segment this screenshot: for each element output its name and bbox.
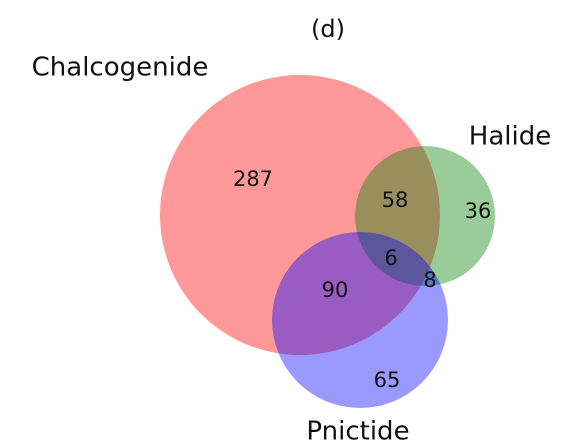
set-circle	[355, 146, 495, 286]
chart-title: (d)	[311, 15, 345, 43]
region-label: 36	[465, 199, 492, 223]
set-circle	[272, 232, 448, 408]
region-label: 287	[233, 167, 273, 191]
region-label: 90	[322, 278, 349, 302]
set-label: Chalcogenide	[32, 53, 209, 83]
set-label: Halide	[469, 122, 551, 152]
region-label: 6	[384, 246, 397, 270]
region-label: 8	[423, 268, 436, 292]
set-circle	[160, 75, 440, 355]
circles	[160, 75, 495, 408]
region-label: 58	[382, 188, 409, 212]
region-label: 65	[374, 368, 401, 392]
set-label: Pnictide	[306, 417, 409, 447]
